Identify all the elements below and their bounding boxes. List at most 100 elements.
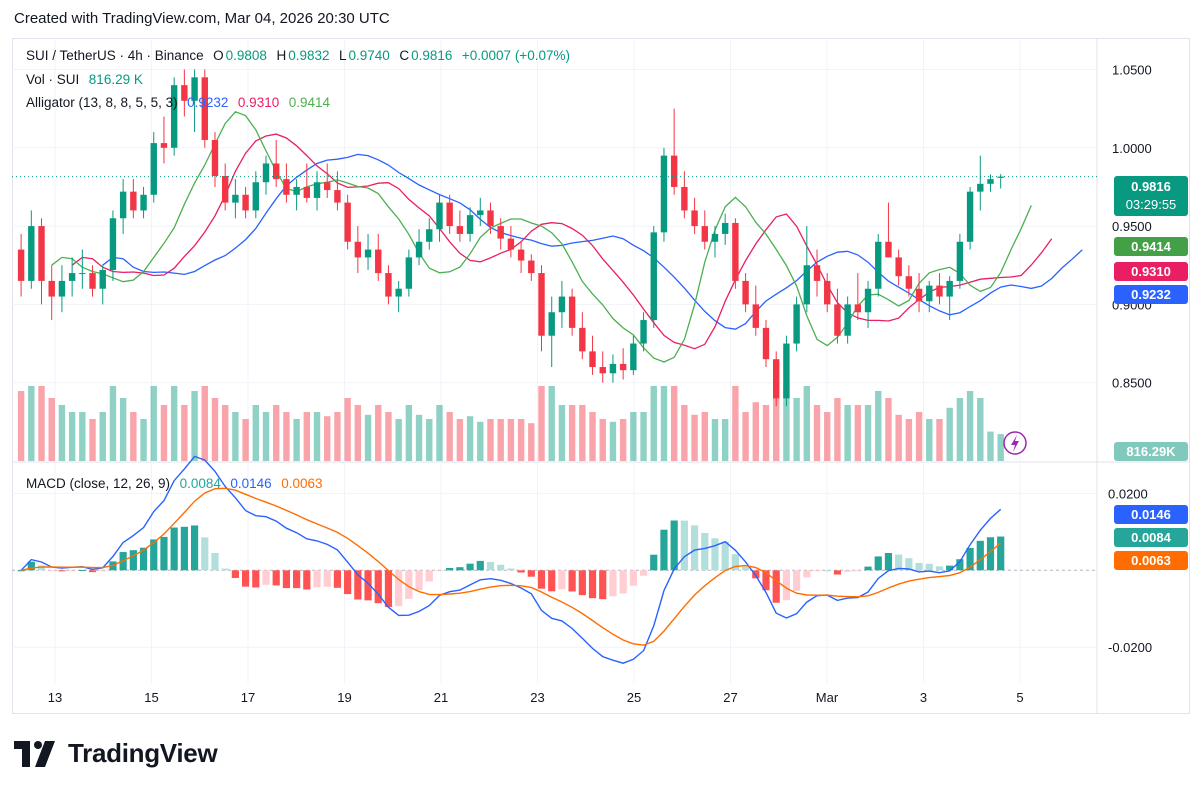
macd-histogram-bar (303, 570, 311, 590)
chart-frame[interactable]: 1.0500 1.0000 0.9500 0.9000 0.8500 13 15 17 19 21… (12, 38, 1190, 714)
volume-bar (58, 405, 66, 461)
volume-bar (79, 412, 86, 461)
macd-histogram-bar (88, 570, 97, 573)
macd-histogram-bar (150, 539, 158, 571)
footer-brand: TradingView (68, 738, 218, 768)
y-tick-label: 0.8500 (1112, 376, 1152, 391)
candle-body (109, 218, 117, 270)
candle-body (364, 249, 372, 258)
candle-body (742, 280, 749, 305)
macd-histogram-bar (333, 570, 342, 588)
volume-bar (211, 398, 219, 461)
volume-bar (354, 405, 362, 461)
legend-alligator-jaw: 0.9232 (187, 95, 229, 110)
candle-body (201, 77, 208, 140)
candle-body (273, 163, 280, 180)
volume-bar (487, 419, 494, 461)
candle-body (354, 241, 362, 258)
macd-histogram-bar (231, 570, 239, 578)
candle-body (466, 215, 474, 234)
macd-histogram-bar (731, 554, 739, 571)
candle-body (568, 296, 576, 328)
volume-bar (221, 405, 229, 461)
legend-macd-label[interactable]: MACD (close, 12, 26, 9) (26, 476, 171, 491)
candle-body (17, 249, 25, 281)
legend-alligator-label[interactable]: Alligator (13, 8, 8, 5, 5, 3) (26, 95, 178, 110)
macd-signal-badge: 0.0063 (1114, 551, 1188, 570)
legend-vol-label[interactable]: Vol · SUI (26, 72, 80, 87)
macd-histogram-bar (680, 520, 688, 571)
candle-body (895, 257, 902, 277)
candle-body (160, 143, 168, 148)
macd-histogram-bar (578, 570, 586, 596)
candle-body (609, 363, 617, 374)
macd-histogram-bar (272, 570, 280, 586)
volume-bar (660, 386, 668, 461)
candle-body (324, 182, 331, 191)
volume-bar (701, 412, 708, 461)
x-tick-label: 3 (920, 690, 927, 705)
volume-bar (926, 419, 933, 461)
alert-bolt-glyph (1011, 435, 1019, 452)
macd-histogram-bar (803, 570, 811, 578)
volume-bar (130, 412, 137, 461)
legend-l-label: L (339, 48, 347, 63)
candle-body (28, 226, 35, 281)
macd-histogram-bar (78, 569, 86, 571)
volume-bar (997, 434, 1004, 461)
macd-histogram-bar (537, 570, 546, 589)
macd-histogram-bar (190, 525, 199, 571)
candle-body (79, 273, 86, 275)
candle-body (803, 265, 811, 305)
candle-body (89, 273, 96, 289)
volume-bar (824, 412, 831, 461)
macd-histogram-bar (609, 570, 617, 597)
x-tick-label: 27 (723, 690, 737, 705)
macd-hist-badge: 0.0084 (1114, 528, 1188, 547)
volume-bar (558, 405, 566, 461)
macd-histogram-bar (497, 564, 505, 571)
chart-border (12, 38, 1190, 714)
candle-body (987, 179, 994, 184)
volume-bar (344, 398, 351, 461)
legend-c-label: C (399, 48, 410, 63)
candle-body (854, 304, 862, 313)
candle-body (313, 182, 321, 198)
candle-body (691, 210, 698, 227)
macd-histogram-bar (854, 570, 862, 572)
macd-histogram-bar (711, 538, 719, 571)
macd-histogram-bar (374, 570, 382, 604)
macd-histogram-bar (956, 559, 964, 571)
volume-bar (773, 398, 780, 461)
volume-bar (334, 412, 341, 461)
candle-body (242, 194, 249, 211)
macd-histogram-bar (507, 568, 515, 571)
volume-bar (507, 419, 515, 461)
macd-histogram-bar (986, 537, 995, 571)
volume-bar (99, 412, 106, 461)
volume-bar (956, 398, 964, 461)
volume-badge: 816.29K (1114, 442, 1188, 461)
macd-histogram-bar (252, 570, 260, 588)
macd-histogram-bar (129, 550, 137, 571)
footer-logo[interactable]: TradingView (14, 738, 218, 769)
volume-bar (446, 412, 453, 461)
volume-bar (895, 414, 902, 461)
candle-body (875, 241, 882, 289)
x-tick-label: 23 (530, 690, 544, 705)
legend-symbol[interactable]: SUI / TetherUS · 4h · Binance (26, 48, 204, 63)
y-tick-label: 1.0500 (1112, 62, 1152, 77)
macd-histogram-bar (619, 570, 627, 594)
candle-body (956, 241, 964, 281)
macd-histogram-bar (344, 570, 352, 595)
candle-body (99, 269, 106, 289)
y-tick-label: 0.9500 (1112, 219, 1152, 234)
macd-histogram-bar (588, 570, 597, 599)
alligator-teeth-line (71, 133, 1053, 350)
volume-bar (426, 419, 433, 461)
macd-histogram-bar (456, 567, 464, 571)
volume-bar (283, 412, 290, 461)
candle-body (477, 210, 484, 216)
legend-macd-hist: 0.0084 (179, 476, 221, 491)
